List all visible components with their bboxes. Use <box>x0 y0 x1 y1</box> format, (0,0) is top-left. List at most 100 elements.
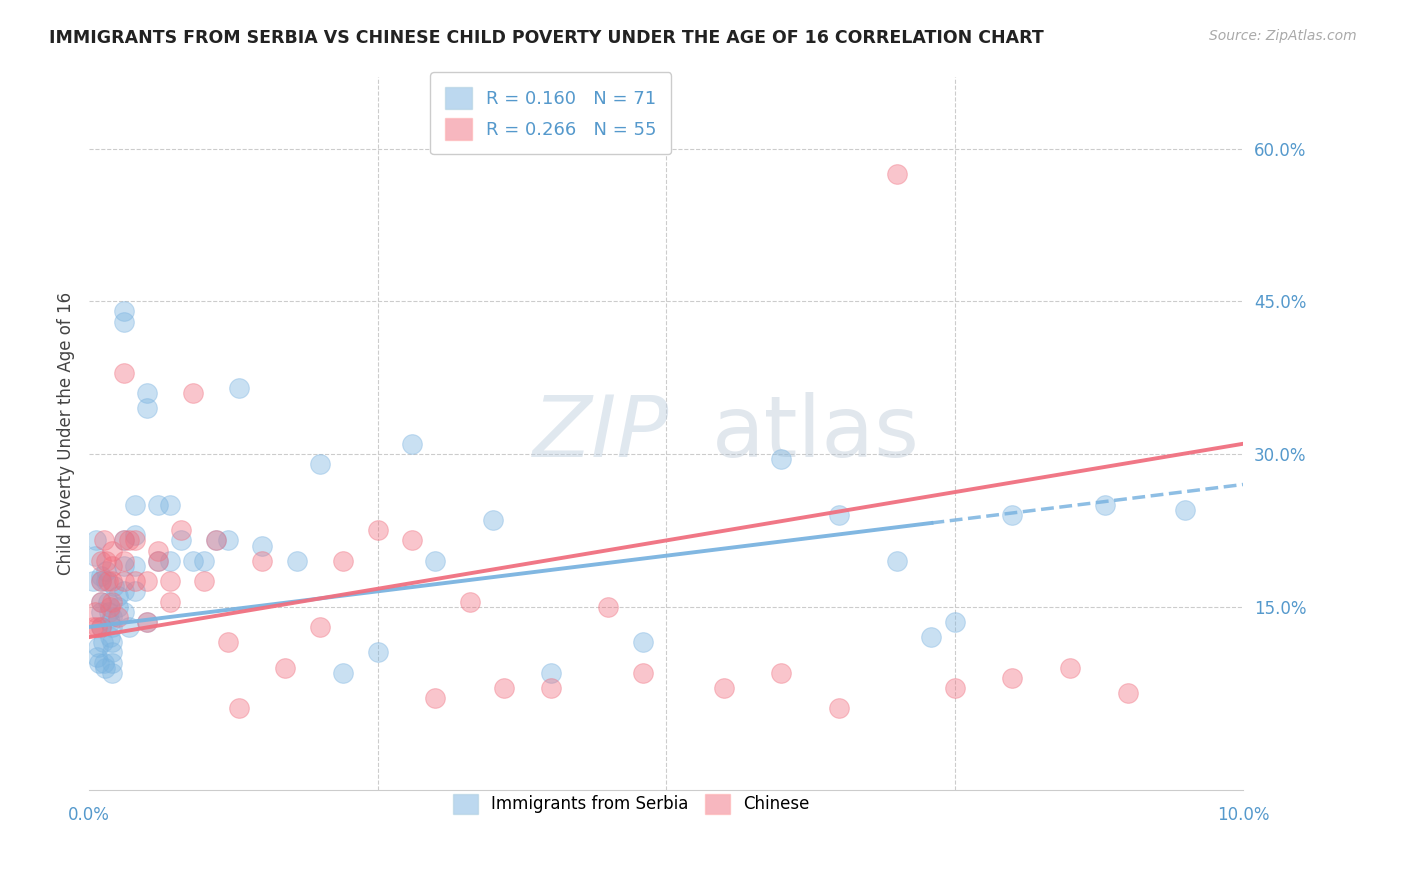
Point <box>90 620 112 634</box>
Point <box>308 457 330 471</box>
Point <box>181 554 204 568</box>
Point <box>97 605 120 619</box>
Point <box>540 665 562 680</box>
Point <box>107 599 129 614</box>
Point <box>124 574 146 589</box>
Point <box>148 498 170 512</box>
Point <box>401 533 423 548</box>
Point <box>101 620 124 634</box>
Point <box>96 574 118 589</box>
Point <box>96 574 118 589</box>
Point <box>90 605 112 619</box>
Point <box>124 533 146 548</box>
Point <box>82 620 104 634</box>
Y-axis label: Child Poverty Under the Age of 16: Child Poverty Under the Age of 16 <box>58 292 75 575</box>
Point <box>135 574 157 589</box>
Point <box>425 691 447 706</box>
Point <box>90 594 112 608</box>
Point <box>135 615 157 629</box>
Text: atlas: atlas <box>713 392 920 475</box>
Point <box>159 594 181 608</box>
Point <box>1001 508 1024 522</box>
Text: IMMIGRANTS FROM SERBIA VS CHINESE CHILD POVERTY UNDER THE AGE OF 16 CORRELATION : IMMIGRANTS FROM SERBIA VS CHINESE CHILD … <box>49 29 1045 46</box>
Point <box>250 554 273 568</box>
Point <box>920 630 942 644</box>
Point <box>101 543 124 558</box>
Point <box>367 523 389 537</box>
Point <box>1116 686 1139 700</box>
Point <box>228 701 250 715</box>
Point <box>101 594 124 608</box>
Point <box>943 681 966 695</box>
Point <box>96 564 118 578</box>
Point <box>124 498 146 512</box>
Point <box>98 615 121 629</box>
Point <box>332 554 354 568</box>
Point <box>228 381 250 395</box>
Point <box>112 304 135 318</box>
Point <box>148 554 170 568</box>
Point <box>401 437 423 451</box>
Point <box>86 620 108 634</box>
Point <box>943 615 966 629</box>
Point <box>107 609 129 624</box>
Point <box>181 385 204 400</box>
Point <box>886 554 908 568</box>
Point <box>367 645 389 659</box>
Point <box>170 533 193 548</box>
Point <box>83 605 105 619</box>
Point <box>631 665 654 680</box>
Point <box>112 554 135 568</box>
Point <box>828 701 851 715</box>
Point <box>205 533 228 548</box>
Point <box>274 661 297 675</box>
Point <box>112 574 135 589</box>
Point <box>112 315 135 329</box>
Point <box>886 167 908 181</box>
Point <box>98 630 121 644</box>
Point <box>598 599 620 614</box>
Point <box>96 594 118 608</box>
Point <box>458 594 481 608</box>
Point <box>159 554 181 568</box>
Point <box>124 558 146 573</box>
Point <box>135 615 157 629</box>
Point <box>112 533 135 548</box>
Point <box>87 640 110 655</box>
Point <box>101 635 124 649</box>
Point <box>159 574 181 589</box>
Point <box>112 584 135 599</box>
Point <box>93 656 115 670</box>
Point <box>1094 498 1116 512</box>
Point <box>193 574 215 589</box>
Point <box>118 533 141 548</box>
Point <box>159 498 181 512</box>
Point <box>98 599 121 614</box>
Point <box>101 609 124 624</box>
Point <box>540 681 562 695</box>
Legend: Immigrants from Serbia, Chinese: Immigrants from Serbia, Chinese <box>446 787 817 821</box>
Point <box>1001 671 1024 685</box>
Point <box>90 569 112 583</box>
Point <box>103 579 125 593</box>
Point <box>90 594 112 608</box>
Point <box>124 528 146 542</box>
Text: Source: ZipAtlas.com: Source: ZipAtlas.com <box>1209 29 1357 43</box>
Point <box>1059 661 1081 675</box>
Point <box>770 665 793 680</box>
Point <box>83 549 105 563</box>
Point <box>84 533 107 548</box>
Point <box>112 605 135 619</box>
Point <box>217 533 239 548</box>
Point <box>90 620 112 634</box>
Point <box>494 681 516 695</box>
Point <box>828 508 851 522</box>
Point <box>90 574 112 589</box>
Point <box>90 554 112 568</box>
Point <box>217 635 239 649</box>
Point <box>82 574 104 589</box>
Point <box>101 656 124 670</box>
Point <box>308 620 330 634</box>
Point <box>193 554 215 568</box>
Point <box>94 661 117 675</box>
